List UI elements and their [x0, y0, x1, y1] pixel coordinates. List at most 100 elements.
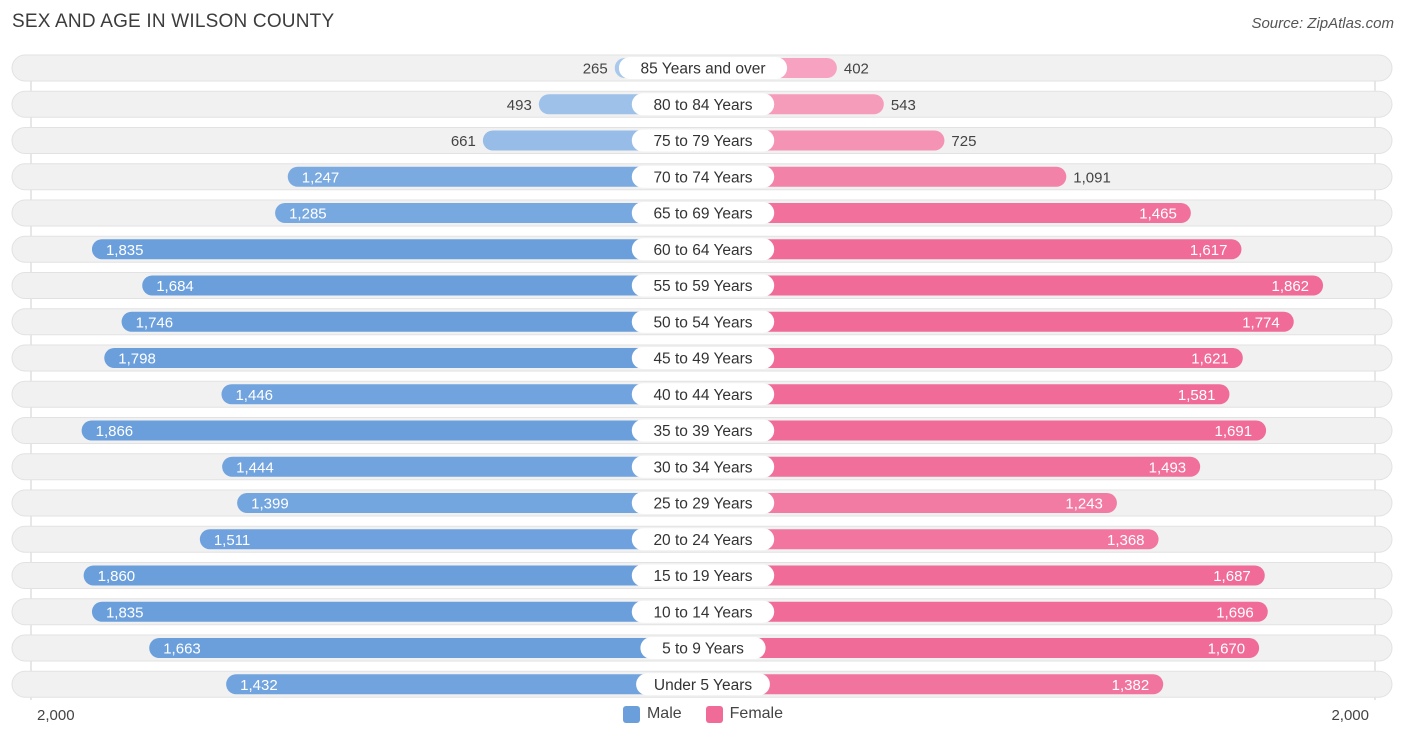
category-pill [631, 419, 775, 442]
value-label-male: 1,835 [106, 242, 144, 259]
category-label: 35 to 39 Years [653, 423, 752, 440]
category-pill [631, 455, 775, 478]
value-label-female: 1,774 [1242, 314, 1280, 331]
value-label-male: 1,399 [251, 496, 289, 513]
bar-female[interactable] [703, 420, 1267, 441]
bar-male[interactable] [226, 674, 704, 695]
category-label: 55 to 59 Years [653, 278, 752, 295]
bar-female[interactable] [703, 674, 1164, 695]
value-label-female: 1,621 [1191, 351, 1229, 368]
bar-female[interactable] [703, 166, 1067, 187]
bar-female[interactable] [703, 565, 1265, 586]
bar-female[interactable] [703, 348, 1243, 368]
category-label: 60 to 64 Years [653, 242, 752, 259]
category-label: 45 to 49 Years [653, 351, 752, 368]
legend-swatch-female [705, 705, 723, 723]
bar-male[interactable] [221, 384, 703, 405]
value-label-female: 725 [951, 133, 976, 150]
bar-male[interactable] [83, 565, 704, 586]
value-label-male: 1,860 [98, 568, 136, 585]
bar-female[interactable] [703, 493, 1117, 513]
value-label-male: 1,432 [240, 677, 278, 694]
category-pill [631, 274, 775, 297]
bar-male[interactable] [222, 456, 703, 477]
value-label-male: 1,798 [118, 351, 156, 368]
value-label-male: 1,684 [156, 278, 194, 295]
bar-female[interactable] [703, 239, 1242, 260]
axis-label-right: 2,000 [1331, 707, 1369, 724]
value-label-female: 1,670 [1208, 641, 1246, 658]
bar-male[interactable] [91, 601, 703, 622]
value-label-female: 1,493 [1149, 459, 1187, 476]
value-label-female: 1,687 [1213, 568, 1251, 585]
category-pill [631, 600, 775, 623]
chart-title: SEX AND AGE IN WILSON COUNTY [12, 11, 335, 32]
bar-male[interactable] [237, 493, 703, 513]
category-label: 65 to 69 Years [653, 206, 752, 223]
category-pill [631, 129, 775, 152]
bar-female[interactable] [703, 456, 1201, 477]
legend-label-female: Female [729, 705, 784, 722]
value-label-female: 1,465 [1139, 206, 1177, 223]
value-label-female: 543 [891, 97, 916, 114]
category-pill [640, 637, 766, 659]
bar-female[interactable] [703, 311, 1294, 332]
category-label: 15 to 19 Years [653, 568, 752, 585]
chart-source: Source: ZipAtlas.com [1251, 15, 1394, 32]
bar-male[interactable] [142, 275, 703, 296]
category-pill [631, 310, 775, 333]
category-pill [631, 202, 775, 224]
value-label-female: 1,696 [1216, 604, 1254, 621]
bar-female[interactable] [703, 638, 1260, 658]
category-pill [631, 492, 775, 514]
bar-female[interactable] [703, 275, 1324, 296]
value-label-female: 1,243 [1065, 496, 1103, 513]
bar-male[interactable] [287, 166, 703, 187]
value-label-male: 493 [507, 97, 532, 114]
value-label-male: 1,285 [289, 206, 327, 223]
category-pill [618, 57, 788, 79]
category-label: 20 to 24 Years [653, 532, 752, 549]
category-label: 30 to 34 Years [653, 459, 752, 476]
category-pill [631, 93, 775, 116]
category-label: Under 5 Years [654, 677, 752, 694]
bar-male[interactable] [275, 203, 703, 223]
category-label: 5 to 9 Years [662, 641, 744, 658]
value-label-female: 1,862 [1271, 278, 1309, 295]
bar-female[interactable] [703, 601, 1268, 622]
bar-male[interactable] [91, 239, 703, 260]
legend-item-male[interactable]: Male [622, 705, 682, 723]
bar-female[interactable] [703, 384, 1230, 405]
category-pill [631, 238, 775, 261]
category-pill [631, 564, 775, 587]
bar-male[interactable] [149, 638, 703, 658]
value-label-female: 1,691 [1215, 423, 1253, 440]
category-label: 80 to 84 Years [653, 97, 752, 114]
legend: Male Female [0, 705, 1406, 723]
bar-male[interactable] [121, 311, 703, 332]
category-label: 70 to 74 Years [653, 169, 752, 186]
value-label-female: 1,091 [1073, 169, 1111, 186]
value-label-male: 1,444 [236, 459, 274, 476]
bar-male[interactable] [104, 348, 704, 368]
bar-male[interactable] [81, 420, 703, 441]
value-label-male: 1,247 [302, 169, 340, 186]
value-label-female: 1,617 [1190, 242, 1228, 259]
category-pill [631, 347, 775, 369]
value-label-male: 1,835 [106, 604, 144, 621]
category-label: 75 to 79 Years [653, 133, 752, 150]
legend-label-male: Male [646, 705, 682, 722]
value-label-male: 265 [583, 61, 608, 78]
value-label-male: 1,746 [136, 314, 174, 331]
category-label: 40 to 44 Years [653, 387, 752, 404]
bar-female[interactable] [703, 203, 1191, 223]
bar-female[interactable] [703, 529, 1159, 550]
legend-item-female[interactable]: Female [705, 705, 784, 723]
value-label-male: 1,663 [163, 641, 201, 658]
legend-swatch-male [622, 705, 640, 723]
value-label-male: 1,511 [214, 532, 250, 549]
category-pill [631, 383, 775, 406]
value-label-female: 1,368 [1107, 532, 1145, 549]
bar-male[interactable] [199, 529, 703, 550]
category-label: 25 to 29 Years [653, 496, 752, 513]
